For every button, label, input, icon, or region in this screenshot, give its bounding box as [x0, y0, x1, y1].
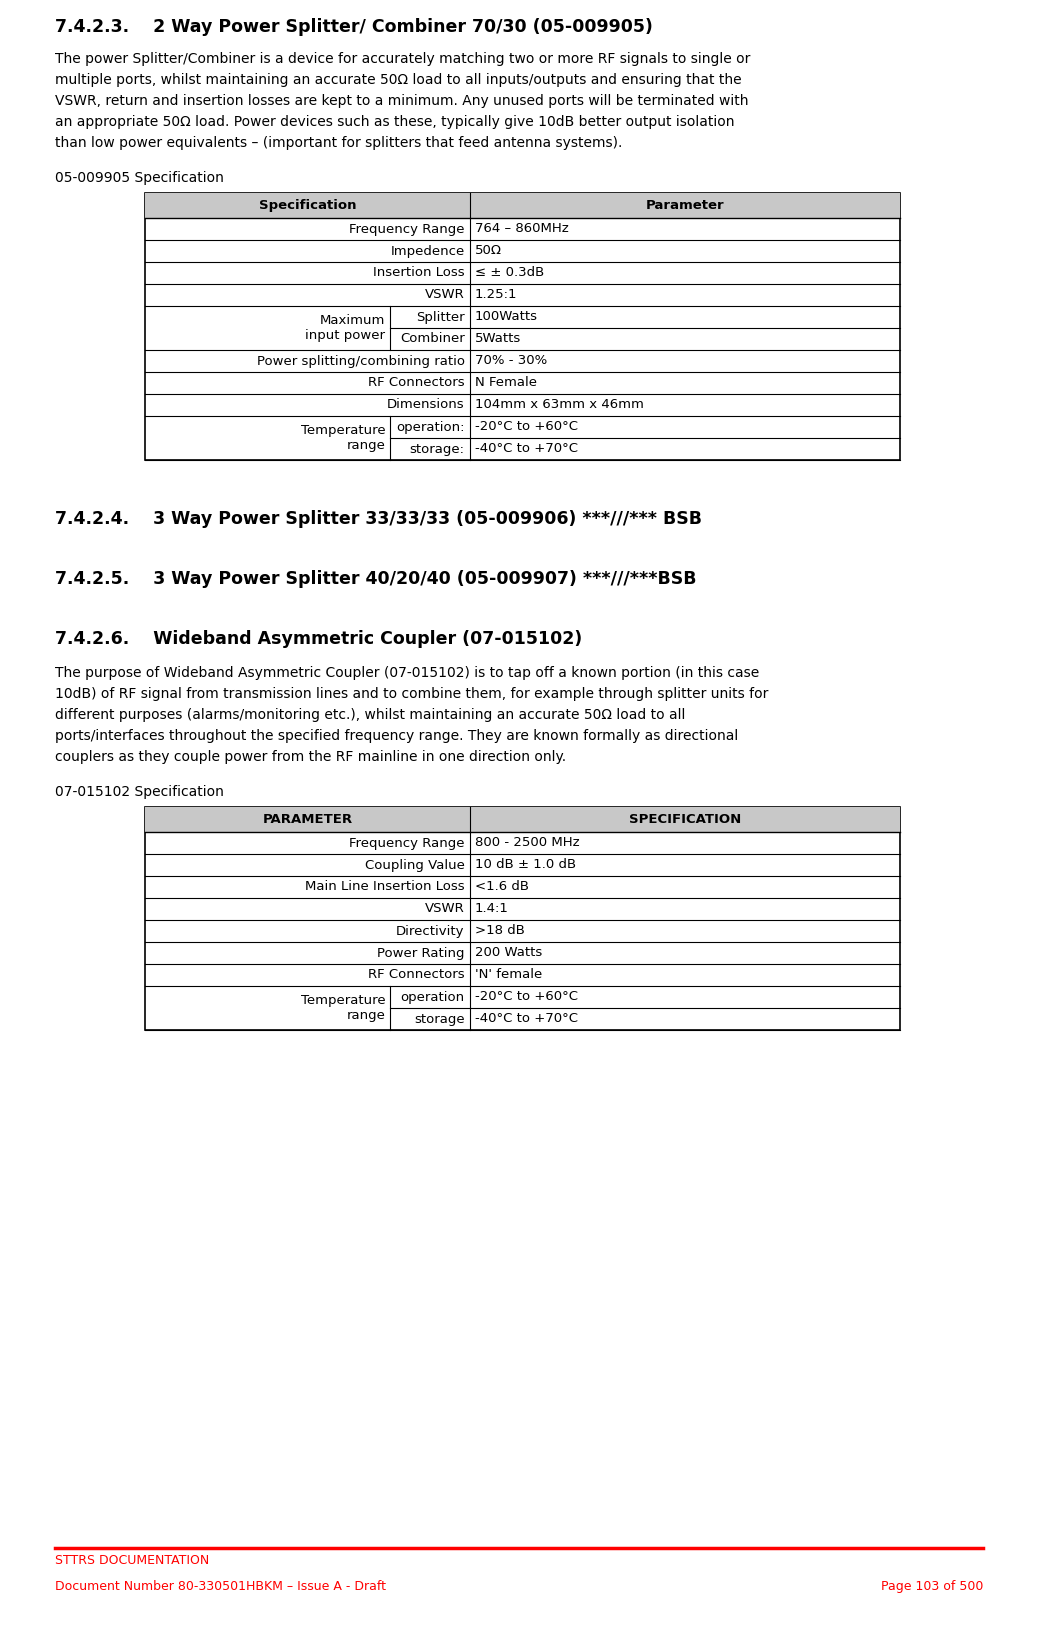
Text: 50Ω: 50Ω [474, 244, 501, 257]
Text: ports/interfaces throughout the specified frequency range. They are known formal: ports/interfaces throughout the specifie… [55, 730, 738, 743]
Text: Frequency Range: Frequency Range [349, 836, 465, 849]
Text: storage: storage [414, 1013, 465, 1026]
Text: SPECIFICATION: SPECIFICATION [629, 813, 741, 826]
Text: 104mm x 63mm x 46mm: 104mm x 63mm x 46mm [474, 399, 644, 412]
Bar [145, 807, 900, 1031]
Text: 100Watts: 100Watts [474, 311, 538, 324]
Text: 7.4.2.5.    3 Way Power Splitter 40/20/40 (05-009907) ***///***BSB: 7.4.2.5. 3 Way Power Splitter 40/20/40 (… [55, 569, 696, 587]
Bar [145, 193, 900, 460]
Text: -20°C to +60°C: -20°C to +60°C [474, 990, 578, 1003]
Text: 70% - 30%: 70% - 30% [474, 355, 547, 368]
Text: an appropriate 50Ω load. Power devices such as these, typically give 10dB better: an appropriate 50Ω load. Power devices s… [55, 115, 735, 129]
Text: Dimensions: Dimensions [387, 399, 465, 412]
Text: operation:: operation: [397, 420, 465, 434]
Text: Main Line Insertion Loss: Main Line Insertion Loss [305, 880, 465, 893]
Text: Specification: Specification [258, 200, 356, 213]
Text: <1.6 dB: <1.6 dB [474, 880, 528, 893]
Text: ≤ ± 0.3dB: ≤ ± 0.3dB [474, 267, 544, 280]
Text: 1.25:1: 1.25:1 [474, 288, 517, 301]
Text: Frequency Range: Frequency Range [349, 222, 465, 236]
Text: 10 dB ± 1.0 dB: 10 dB ± 1.0 dB [474, 859, 576, 872]
Text: 5Watts: 5Watts [474, 332, 521, 345]
Text: Directivity: Directivity [397, 924, 465, 937]
Text: Power splitting/combining ratio: Power splitting/combining ratio [256, 355, 465, 368]
Text: VSWR: VSWR [425, 288, 465, 301]
Bar [145, 807, 900, 833]
Text: N Female: N Female [474, 376, 537, 389]
Text: Power Rating: Power Rating [377, 947, 465, 959]
Text: than low power equivalents – (important for splitters that feed antenna systems): than low power equivalents – (important … [55, 136, 623, 151]
Text: Maximum
input power: Maximum input power [305, 314, 385, 342]
Text: The purpose of Wideband Asymmetric Coupler (07-015102) is to tap off a known por: The purpose of Wideband Asymmetric Coupl… [55, 666, 759, 681]
Text: STTRS DOCUMENTATION: STTRS DOCUMENTATION [55, 1554, 210, 1567]
Text: Splitter: Splitter [416, 311, 465, 324]
Text: Parameter: Parameter [646, 200, 725, 213]
Text: VSWR, return and insertion losses are kept to a minimum. Any unused ports will b: VSWR, return and insertion losses are ke… [55, 93, 748, 108]
Text: Document Number 80-330501HBKM – Issue A - Draft: Document Number 80-330501HBKM – Issue A … [55, 1580, 386, 1593]
Text: Insertion Loss: Insertion Loss [373, 267, 465, 280]
Text: 1.4:1: 1.4:1 [474, 903, 509, 916]
Text: 'N' female: 'N' female [474, 969, 542, 982]
Text: PARAMETER: PARAMETER [263, 813, 352, 826]
Text: 7.4.2.3.    2 Way Power Splitter/ Combiner 70/30 (05-009905): 7.4.2.3. 2 Way Power Splitter/ Combiner … [55, 18, 653, 36]
Text: operation: operation [401, 990, 465, 1003]
Text: Combiner: Combiner [400, 332, 465, 345]
Text: Impedence: Impedence [390, 244, 465, 257]
Text: Temperature
range: Temperature range [301, 995, 385, 1022]
Text: Coupling Value: Coupling Value [364, 859, 465, 872]
Text: 10dB) of RF signal from transmission lines and to combine them, for example thro: 10dB) of RF signal from transmission lin… [55, 687, 768, 700]
Text: -40°C to +70°C: -40°C to +70°C [474, 1013, 578, 1026]
Text: 05-009905 Specification: 05-009905 Specification [55, 172, 224, 185]
Text: 764 – 860MHz: 764 – 860MHz [474, 222, 569, 236]
Text: -20°C to +60°C: -20°C to +60°C [474, 420, 578, 434]
Text: Page 103 of 500: Page 103 of 500 [880, 1580, 983, 1593]
Text: different purposes (alarms/monitoring etc.), whilst maintaining an accurate 50Ω : different purposes (alarms/monitoring et… [55, 708, 685, 721]
Text: The power Splitter/Combiner is a device for accurately matching two or more RF s: The power Splitter/Combiner is a device … [55, 52, 750, 65]
Text: multiple ports, whilst maintaining an accurate 50Ω load to all inputs/outputs an: multiple ports, whilst maintaining an ac… [55, 74, 741, 87]
Text: 07-015102 Specification: 07-015102 Specification [55, 785, 224, 798]
Text: 7.4.2.6.    Wideband Asymmetric Coupler (07-015102): 7.4.2.6. Wideband Asymmetric Coupler (07… [55, 630, 582, 648]
Text: 800 - 2500 MHz: 800 - 2500 MHz [474, 836, 579, 849]
Text: VSWR: VSWR [425, 903, 465, 916]
Text: -40°C to +70°C: -40°C to +70°C [474, 442, 578, 455]
Text: 200 Watts: 200 Watts [474, 947, 542, 959]
Text: >18 dB: >18 dB [474, 924, 524, 937]
Text: storage:: storage: [410, 442, 465, 455]
Text: Temperature
range: Temperature range [301, 424, 385, 452]
Text: 7.4.2.4.    3 Way Power Splitter 33/33/33 (05-009906) ***///*** BSB: 7.4.2.4. 3 Way Power Splitter 33/33/33 (… [55, 510, 702, 528]
Text: RF Connectors: RF Connectors [368, 376, 465, 389]
Text: couplers as they couple power from the RF mainline in one direction only.: couplers as they couple power from the R… [55, 749, 566, 764]
Bar [145, 193, 900, 218]
Text: RF Connectors: RF Connectors [368, 969, 465, 982]
